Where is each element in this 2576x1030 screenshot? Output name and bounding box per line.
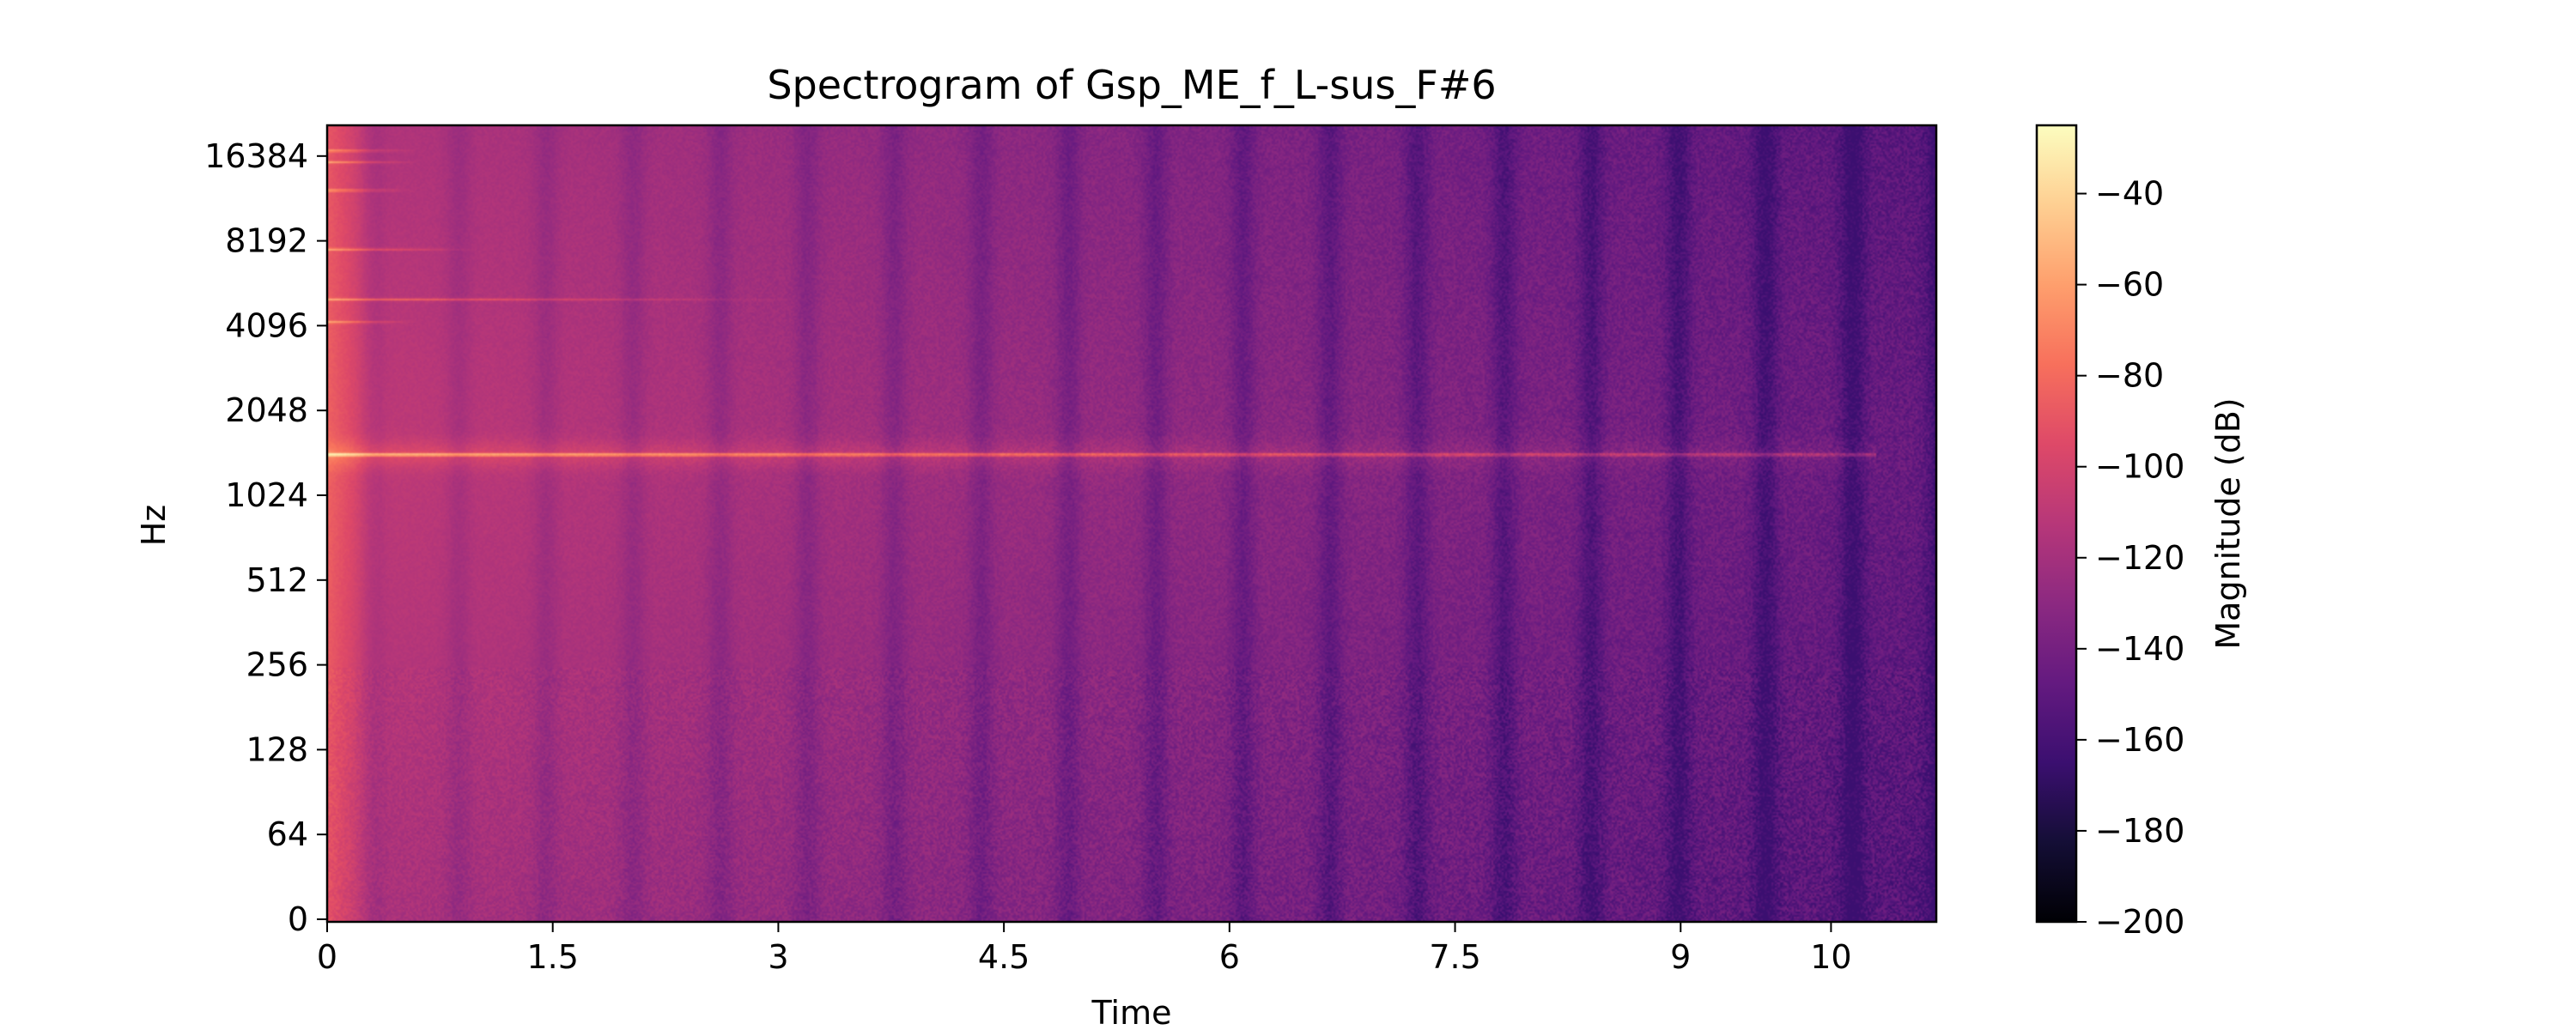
colorbar-tick-label: −200	[2095, 903, 2184, 941]
x-tick-label: 6	[1219, 938, 1240, 976]
y-tick-label: 4096	[225, 306, 308, 344]
y-tick-label: 16384	[204, 137, 308, 175]
spectrogram-image	[327, 125, 1936, 922]
x-axis-ticks: 0 1.5 3 4.5 6 7.5 9 10	[317, 922, 1852, 976]
colorbar-tick-label: −60	[2095, 266, 2164, 304]
x-tick-label: 0	[317, 938, 337, 976]
y-tick-label: 8192	[225, 222, 308, 260]
x-axis-label: Time	[1091, 994, 1172, 1030]
y-tick-label: 256	[246, 646, 308, 684]
x-tick-label: 7.5	[1429, 938, 1480, 976]
colorbar-tick-label: −100	[2095, 448, 2184, 486]
colorbar-tick-label: −180	[2095, 812, 2184, 850]
colorbar-tick-label: −140	[2095, 630, 2184, 668]
y-axis-ticks: 0 64 128 256 512 1024 2048 4096 8192 16384	[204, 137, 327, 938]
y-tick-label: 512	[246, 561, 308, 599]
plot-frame	[325, 124, 1938, 924]
y-tick-label: 0	[288, 900, 308, 938]
x-tick-label: 10	[1810, 938, 1851, 976]
colorbar-tick-label: −120	[2095, 539, 2184, 577]
y-tick-label: 128	[246, 730, 308, 768]
chart-title: Spectrogram of Gsp_ME_f_L-sus_F#6	[767, 62, 1496, 108]
colorbar-label: Magnitude (dB)	[2209, 397, 2247, 649]
x-tick-label: 4.5	[978, 938, 1030, 976]
y-tick-label: 2048	[225, 391, 308, 429]
colorbar-tick-label: −40	[2095, 175, 2164, 213]
y-tick-label: 64	[267, 815, 308, 853]
colorbar	[2037, 125, 2076, 922]
colorbar-tick-label: −80	[2095, 357, 2164, 395]
colorbar-frame	[2035, 124, 2078, 924]
colorbar-tick-label: −160	[2095, 721, 2184, 759]
y-axis-label: Hz	[135, 505, 173, 547]
x-tick-label: 1.5	[526, 938, 578, 976]
y-tick-label: 1024	[225, 476, 308, 514]
x-tick-label: 9	[1670, 938, 1691, 976]
x-tick-label: 3	[768, 938, 788, 976]
colorbar-ticks: −40 −60 −80 −100 −120 −140 −160 −180 −200	[2076, 175, 2184, 941]
